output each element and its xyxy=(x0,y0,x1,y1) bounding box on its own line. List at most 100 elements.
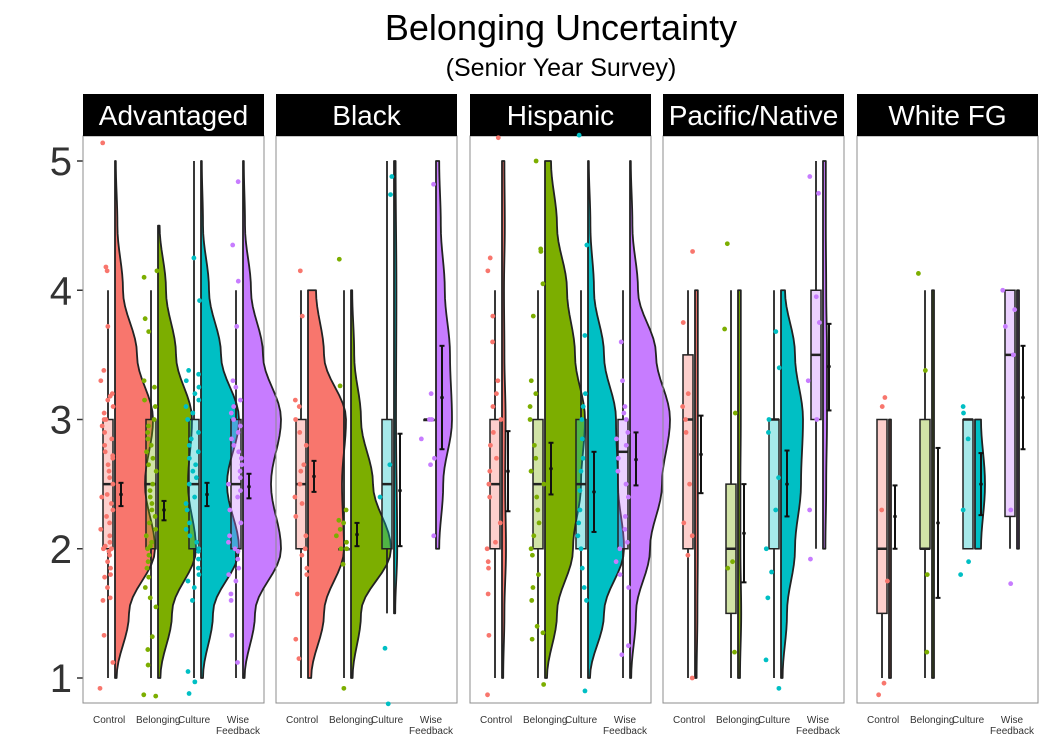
data-point xyxy=(235,494,241,500)
data-point xyxy=(110,453,116,459)
data-point xyxy=(530,313,536,319)
data-point xyxy=(104,268,110,274)
x-tick-label: Feedback xyxy=(216,726,261,737)
data-point xyxy=(965,436,971,442)
data-point xyxy=(303,442,309,448)
data-point xyxy=(578,468,584,474)
data-point xyxy=(302,546,308,552)
data-point xyxy=(497,520,503,526)
data-point xyxy=(185,578,191,584)
data-point xyxy=(146,423,151,429)
data-point xyxy=(341,520,346,526)
data-point xyxy=(879,404,885,409)
data-point xyxy=(582,688,588,694)
mean-point xyxy=(162,508,166,512)
data-point xyxy=(294,591,300,597)
data-point xyxy=(807,174,813,179)
data-point xyxy=(533,391,539,397)
data-point xyxy=(231,442,237,448)
box-iqr xyxy=(1004,289,1016,518)
data-point xyxy=(152,384,157,390)
data-point xyxy=(763,546,769,552)
data-point xyxy=(773,507,779,513)
data-point xyxy=(620,378,625,384)
data-point xyxy=(106,468,112,474)
data-point xyxy=(293,417,299,422)
data-point xyxy=(145,662,151,668)
data-point xyxy=(490,339,495,345)
data-point xyxy=(680,404,686,409)
data-point xyxy=(486,632,492,638)
mean-point xyxy=(699,452,703,457)
data-point xyxy=(185,669,191,674)
data-point xyxy=(485,591,491,597)
box-iqr xyxy=(682,354,694,550)
y-axis: 1 2 3 4 5 xyxy=(50,140,83,701)
x-tick-label: Wise xyxy=(807,715,830,726)
y-tick-label: 5 xyxy=(50,140,72,184)
data-point xyxy=(235,660,240,665)
data-point xyxy=(960,404,966,409)
data-point xyxy=(382,645,388,651)
data-point xyxy=(621,410,627,416)
data-point xyxy=(298,468,304,474)
data-point xyxy=(142,316,148,322)
data-point xyxy=(685,552,691,558)
data-point xyxy=(197,298,202,303)
data-point xyxy=(681,520,687,526)
condition-group xyxy=(226,160,282,679)
data-point xyxy=(99,423,105,429)
data-point xyxy=(193,462,199,468)
data-point xyxy=(299,501,305,506)
data-point xyxy=(685,391,691,397)
data-point xyxy=(540,630,546,636)
data-point xyxy=(102,574,108,580)
data-point xyxy=(533,455,539,461)
data-point xyxy=(958,572,964,577)
data-point xyxy=(763,657,769,663)
x-tick-label: Culture xyxy=(565,715,598,726)
data-point xyxy=(141,378,147,384)
data-point xyxy=(493,539,498,545)
data-point xyxy=(576,520,582,526)
data-point xyxy=(487,255,493,261)
data-point xyxy=(107,475,113,481)
data-point xyxy=(239,462,245,468)
data-point xyxy=(299,313,305,319)
data-point xyxy=(189,598,195,603)
data-point xyxy=(336,256,342,262)
data-point xyxy=(107,552,112,558)
condition-group xyxy=(613,160,671,679)
condition-group xyxy=(876,395,898,698)
mean-point xyxy=(893,514,897,519)
x-tick-label: Feedback xyxy=(409,726,454,737)
data-point xyxy=(153,604,159,610)
violin-density xyxy=(888,418,892,679)
data-point xyxy=(229,632,235,638)
data-point xyxy=(144,565,150,571)
violin-density xyxy=(694,289,699,679)
data-point xyxy=(293,636,299,642)
data-point xyxy=(235,278,241,284)
data-point xyxy=(882,395,888,400)
data-point xyxy=(623,442,629,448)
data-point xyxy=(534,494,540,500)
data-point xyxy=(924,649,930,655)
data-point xyxy=(190,410,196,416)
y-tick-label: 3 xyxy=(50,399,72,443)
data-point xyxy=(626,643,631,649)
data-point xyxy=(618,339,624,345)
data-point xyxy=(196,430,201,435)
data-point xyxy=(235,556,241,562)
data-point xyxy=(226,572,232,577)
data-point xyxy=(625,494,631,500)
data-point xyxy=(102,449,108,455)
violin-density xyxy=(544,160,586,679)
data-point xyxy=(192,494,198,500)
data-point xyxy=(922,367,928,373)
data-point xyxy=(541,682,547,687)
data-point xyxy=(152,514,158,519)
data-point xyxy=(227,533,232,539)
violin-density xyxy=(1016,289,1020,550)
